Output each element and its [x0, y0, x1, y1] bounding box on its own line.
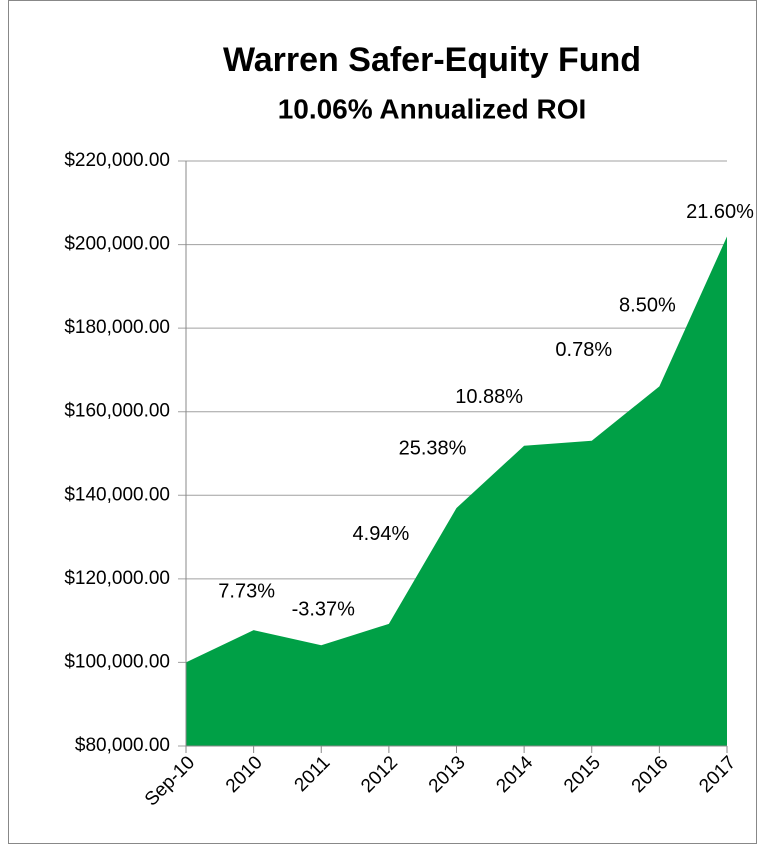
- chart-subtitle: 10.06% Annualized ROI: [278, 93, 587, 124]
- y-tick-label: $80,000.00: [75, 735, 170, 756]
- x-tick-label: 2017: [695, 752, 740, 797]
- data-label: 10.88%: [455, 386, 523, 408]
- data-label: 0.78%: [555, 339, 612, 361]
- x-tick-label: 2014: [492, 752, 537, 797]
- x-tick-label: 2015: [560, 752, 605, 797]
- y-tick-label: $140,000.00: [64, 484, 170, 505]
- y-tick-label: $180,000.00: [64, 317, 170, 338]
- data-label: 8.50%: [619, 295, 676, 317]
- y-tick-label: $220,000.00: [64, 150, 170, 171]
- y-tick-label: $100,000.00: [64, 651, 170, 672]
- data-label: 25.38%: [399, 437, 467, 459]
- data-label: -3.37%: [292, 599, 356, 621]
- x-tick-label: 2010: [222, 752, 267, 797]
- y-tick-label: $120,000.00: [64, 568, 170, 589]
- data-label: 4.94%: [353, 523, 410, 545]
- area: [186, 236, 727, 747]
- chart-title: Warren Safer-Equity Fund: [223, 41, 641, 79]
- y-tick-label: $160,000.00: [64, 401, 170, 422]
- x-tick-label: 2016: [628, 752, 673, 797]
- x-tick-label: 2011: [291, 752, 335, 796]
- data-label: 7.73%: [218, 580, 275, 602]
- x-tick-label: 2013: [425, 752, 470, 797]
- y-tick-label: $200,000.00: [64, 234, 170, 255]
- data-label: 21.60%: [686, 201, 754, 223]
- x-tick-label: 2012: [357, 752, 402, 797]
- x-tick-label: Sep-10: [141, 752, 199, 810]
